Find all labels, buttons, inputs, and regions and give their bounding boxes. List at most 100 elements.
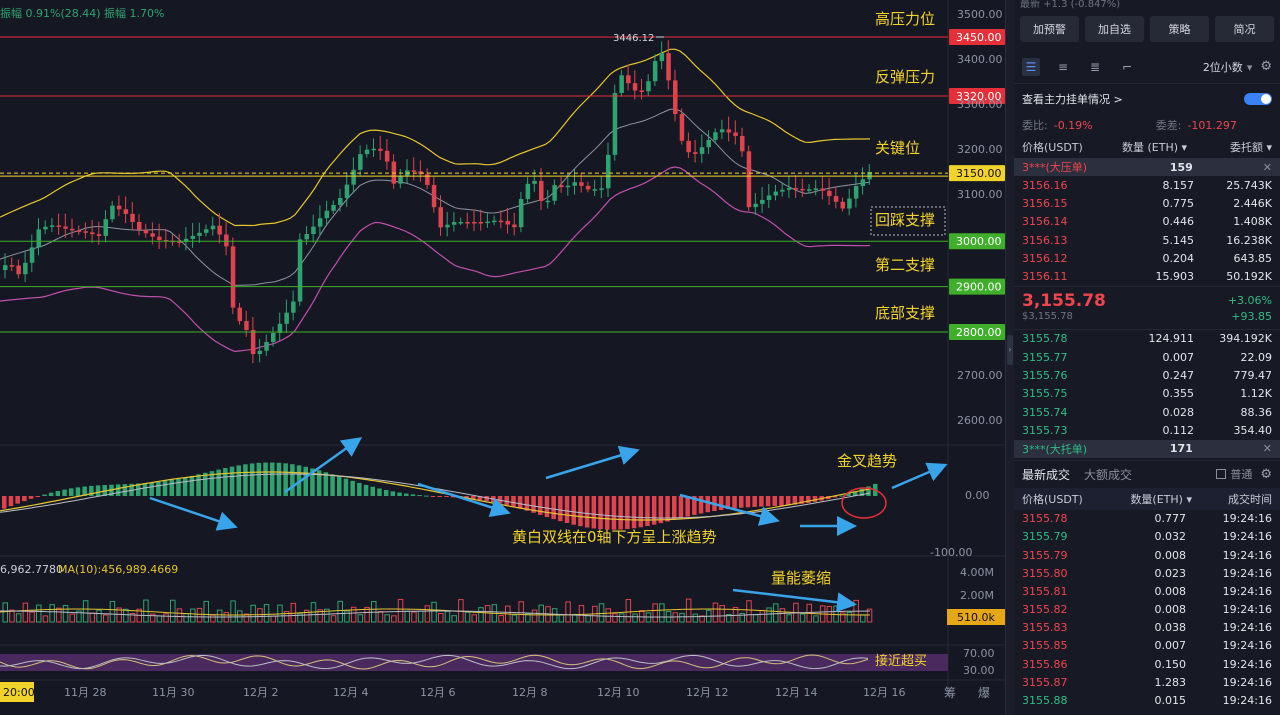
both-sides-view-icon[interactable]: ☰ bbox=[1022, 57, 1040, 76]
macd-histogram-bar bbox=[859, 488, 865, 496]
trade-qty: 0.007 bbox=[1154, 639, 1187, 653]
candle-body bbox=[210, 225, 216, 230]
gear-icon[interactable]: ⚙ bbox=[1260, 59, 1272, 74]
bid-row[interactable]: 3155.77 0.007 22.09 bbox=[1014, 348, 1280, 366]
tab-large-trades[interactable]: 大额成交 bbox=[1084, 467, 1133, 482]
chart-area[interactable]: 3450.00 3320.00 3150.00 3000.00 2900.00 2800.… bbox=[0, 0, 1005, 715]
candle-body bbox=[9, 265, 15, 267]
trade-row[interactable]: 3155.88 0.015 19:24:16 bbox=[1014, 691, 1280, 709]
bid-row[interactable]: 3155.76 0.247 779.47 bbox=[1014, 366, 1280, 384]
candle-body bbox=[297, 239, 303, 302]
candle-body bbox=[190, 235, 196, 239]
ask-price: 3156.16 bbox=[1022, 178, 1068, 192]
big-sell-order-row[interactable]: 3***(大压单) 159 ✕ bbox=[1014, 158, 1280, 176]
candle-body bbox=[244, 321, 249, 330]
volume-tick: 4.00M bbox=[960, 566, 994, 579]
trade-price: 3155.83 bbox=[1022, 621, 1068, 635]
trade-time: 19:24:16 bbox=[1222, 639, 1272, 653]
candlestick-chart[interactable]: 3450.00 3320.00 3150.00 3000.00 2900.00 2800.… bbox=[0, 0, 1005, 715]
volume-bar bbox=[511, 614, 518, 623]
asks-view-icon[interactable]: ≣ bbox=[1089, 59, 1101, 74]
ratio-row: 委比: -0.19% 委差: -101.297 bbox=[1014, 114, 1280, 136]
ask-qty: 5.145 bbox=[1162, 233, 1195, 247]
trade-row[interactable]: 3155.80 0.023 19:24:16 bbox=[1014, 564, 1280, 582]
volume-bar bbox=[123, 608, 129, 623]
trade-row[interactable]: 3155.87 1.283 19:24:16 bbox=[1014, 673, 1280, 691]
ask-row[interactable]: 3156.12 0.204 643.85 bbox=[1014, 249, 1280, 267]
decimal-select[interactable]: 2位小数 ▾ bbox=[1203, 59, 1253, 75]
ask-row[interactable]: 3156.11 15.903 50.192K bbox=[1014, 267, 1280, 285]
amount-column-header[interactable]: 委托额 ▾ bbox=[1194, 139, 1272, 155]
ask-row[interactable]: 3156.13 5.145 16.238K bbox=[1014, 231, 1280, 249]
macd-histogram-bar bbox=[430, 496, 436, 497]
volume-bar bbox=[484, 605, 491, 623]
macd-histogram-bar bbox=[377, 488, 382, 496]
close-icon[interactable]: ✕ bbox=[1262, 160, 1272, 174]
bid-row[interactable]: 3155.75 0.355 1.12K bbox=[1014, 385, 1280, 403]
collapse-arrow-icon[interactable]: › bbox=[1007, 335, 1013, 365]
bid-qty: 0.247 bbox=[1162, 369, 1195, 383]
gear-icon[interactable]: ⚙ bbox=[1260, 466, 1272, 482]
main-order-toggle[interactable] bbox=[1244, 93, 1272, 105]
tab-latest-trades[interactable]: 最新成交 bbox=[1022, 467, 1071, 482]
macd-histogram-bar bbox=[732, 496, 737, 509]
macd-histogram-bar bbox=[698, 496, 704, 514]
volume-bar bbox=[752, 614, 759, 623]
trade-qty-header[interactable]: 数量(ETH) ▾ bbox=[1122, 491, 1192, 507]
normal-filter-label: 普通 bbox=[1230, 468, 1253, 482]
macd-histogram-bar bbox=[189, 475, 195, 496]
bid-row[interactable]: 3155.78 124.911 394.192K bbox=[1014, 330, 1280, 348]
big-sell-qty: 159 bbox=[1169, 160, 1193, 174]
ask-row[interactable]: 3156.14 0.446 1.408K bbox=[1014, 213, 1280, 231]
price-tag bbox=[949, 88, 1005, 104]
candle-body bbox=[853, 186, 859, 199]
trade-row[interactable]: 3155.83 0.038 19:24:16 bbox=[1014, 619, 1280, 637]
macd-histogram-bar bbox=[558, 496, 563, 522]
latest-change-strip: 最新 +1.3 (-0.847%) bbox=[1020, 0, 1121, 10]
overview-button[interactable]: 简况 bbox=[1215, 16, 1274, 42]
volume-bar bbox=[9, 609, 15, 623]
trade-row[interactable]: 3155.85 0.007 19:24:16 bbox=[1014, 637, 1280, 655]
close-icon[interactable]: ✕ bbox=[1262, 442, 1272, 456]
trade-row[interactable]: 3155.82 0.008 19:24:16 bbox=[1014, 601, 1280, 619]
qty-column-header[interactable]: 数量 (ETH) ▾ bbox=[1122, 139, 1194, 155]
candle-body bbox=[793, 188, 799, 190]
candle-body bbox=[284, 312, 289, 324]
trade-row[interactable]: 3155.81 0.008 19:24:16 bbox=[1014, 582, 1280, 600]
macd-histogram-bar bbox=[578, 496, 583, 527]
candle-body bbox=[291, 301, 296, 313]
trade-row[interactable]: 3155.79 0.008 19:24:16 bbox=[1014, 546, 1280, 564]
strategy-button[interactable]: 策略 bbox=[1150, 16, 1209, 42]
candle-body bbox=[277, 323, 283, 333]
bid-row[interactable]: 3155.74 0.028 88.36 bbox=[1014, 403, 1280, 421]
volume-bar bbox=[558, 614, 565, 623]
macd-histogram-bar bbox=[316, 470, 322, 496]
trade-row[interactable]: 3155.78 0.777 19:24:16 bbox=[1014, 510, 1280, 528]
candle-body bbox=[23, 262, 28, 275]
add-favorite-button[interactable]: 加自选 bbox=[1085, 16, 1144, 42]
panel-resize-handle[interactable]: › bbox=[1005, 0, 1014, 715]
trade-row[interactable]: 3155.79 0.032 19:24:16 bbox=[1014, 528, 1280, 546]
normal-filter-checkbox[interactable]: 普通 bbox=[1216, 466, 1252, 482]
volume-bar bbox=[297, 613, 303, 623]
macd-histogram-bar bbox=[82, 486, 87, 496]
ask-row[interactable]: 3156.16 8.157 25.743K bbox=[1014, 176, 1280, 194]
depth-view-icon[interactable]: ⌐ bbox=[1121, 59, 1133, 74]
volume-bar bbox=[116, 607, 122, 623]
main-order-label[interactable]: 查看主力挂单情况 > bbox=[1022, 93, 1123, 106]
bids-view-icon[interactable]: ≡ bbox=[1057, 59, 1069, 74]
ask-row[interactable]: 3156.15 0.775 2.446K bbox=[1014, 194, 1280, 212]
macd-histogram-bar bbox=[182, 477, 188, 496]
volume-bar bbox=[350, 606, 357, 623]
candle-body bbox=[264, 341, 269, 351]
macd-tick: -100.00 bbox=[930, 546, 972, 559]
trade-row[interactable]: 3155.86 0.150 19:24:16 bbox=[1014, 655, 1280, 673]
bid-row[interactable]: 3155.73 0.112 354.40 bbox=[1014, 421, 1280, 439]
volume-bar bbox=[860, 614, 866, 623]
macd-histogram-bar bbox=[404, 493, 409, 496]
bid-price: 3155.73 bbox=[1022, 423, 1068, 437]
alert-button[interactable]: 加预警 bbox=[1020, 16, 1079, 42]
macd-histogram-bar bbox=[785, 496, 791, 506]
big-buy-order-row[interactable]: 3***(大托单) 171 ✕ bbox=[1014, 439, 1280, 458]
trend-arrow bbox=[732, 588, 857, 613]
